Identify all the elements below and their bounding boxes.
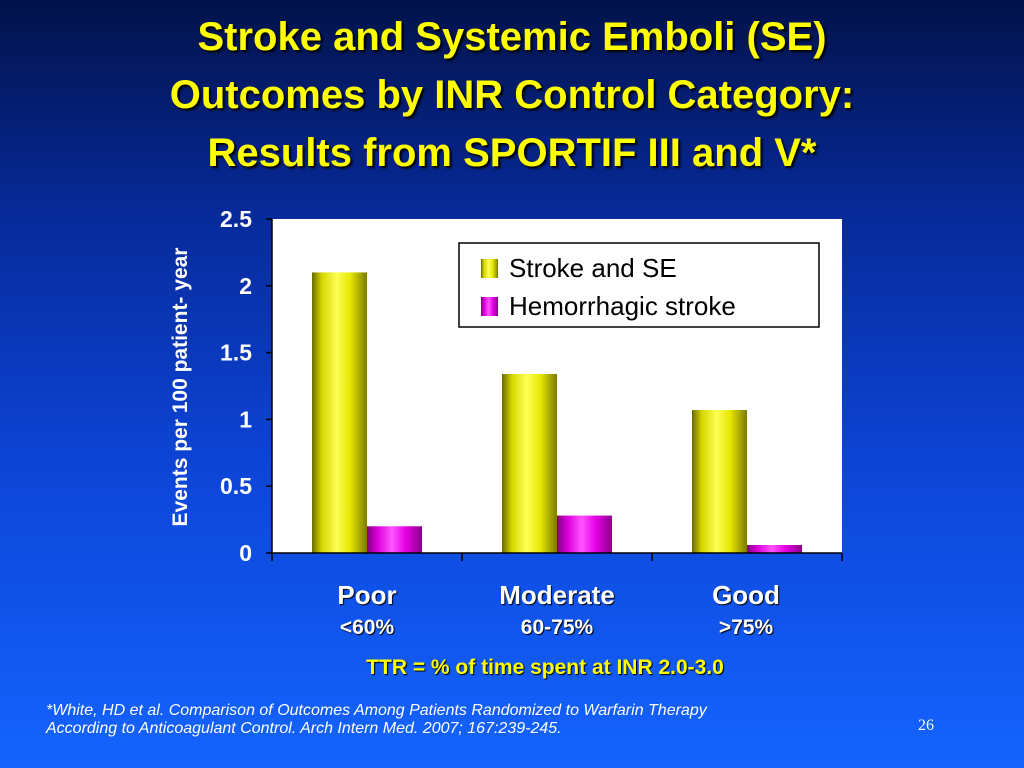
bar-hemorrhagic-stroke-poor [367, 526, 422, 553]
y-axis-label: Events per 100 patient- year [169, 248, 192, 527]
category-label-poor: Poor [337, 580, 397, 610]
bar-stroke-and-se-moderate [502, 373, 557, 553]
y-tick-label-1: 0.5 [220, 473, 252, 499]
legend: Stroke and SE Hemorrhagic stroke [458, 242, 820, 328]
y-tick-label-2: 1 [239, 406, 252, 432]
y-tick-label-3: 1.5 [220, 340, 252, 366]
legend-label-hemorrhagic-stroke: Hemorrhagic stroke [509, 291, 736, 321]
slide-title: Stroke and Systemic Emboli (SE) Outcomes… [0, 8, 1024, 182]
category-label-moderate: Moderate [499, 580, 615, 610]
y-tick-label-0: 0 [239, 540, 252, 566]
data-label-stroke-and-se-poor: 2.1 [326, 239, 354, 261]
data-label-hemorrhagic-stroke-poor: 0.2 [381, 493, 409, 515]
bar-hemorrhagic-stroke-good [747, 544, 802, 553]
data-label-hemorrhagic-stroke-moderate: 0.28 [565, 483, 604, 505]
bar-hemorrhagic-stroke-moderate [557, 515, 612, 553]
data-label-hemorrhagic-stroke-good: 0.06 [755, 512, 794, 534]
title-line-1: Stroke and Systemic Emboli (SE) [197, 15, 827, 59]
y-tick-label-4: 2 [239, 273, 252, 299]
x-axis-label: TTR = % of time spent at INR 2.0-3.0 [366, 656, 724, 679]
data-label-stroke-and-se-good: 1.07 [700, 377, 739, 399]
category-sublabel-moderate: 60-75% [520, 616, 594, 639]
y-tick-label-5: 2.5 [220, 206, 252, 232]
title-line-3: Results from SPORTIF III and V* [207, 131, 817, 175]
bar-stroke-and-se-good [692, 410, 747, 553]
footnote-line-2: According to Anticoagulant Control. Arch… [46, 720, 562, 737]
legend-label-stroke-and-se: Stroke and SE [509, 253, 677, 283]
legend-box [458, 242, 820, 328]
data-label-stroke-and-se-moderate: 1.34 [510, 341, 550, 363]
legend-swatch-hemorrhagic-stroke [481, 297, 498, 316]
page-number: 26 [918, 717, 934, 734]
category-sublabel-good: >75% [718, 616, 774, 639]
footnote: *White, HD et al. Comparison of Outcomes… [46, 702, 707, 738]
category-label-good: Good [712, 580, 780, 610]
bar-stroke-and-se-poor [312, 272, 367, 553]
title-line-2: Outcomes by INR Control Category: [169, 73, 855, 117]
footnote-line-1: *White, HD et al. Comparison of Outcomes… [46, 702, 707, 719]
legend-swatch-stroke-and-se [481, 259, 498, 278]
category-sublabel-poor: <60% [339, 616, 395, 639]
